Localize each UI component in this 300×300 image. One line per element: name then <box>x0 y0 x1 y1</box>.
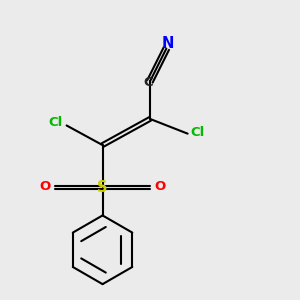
Text: N: N <box>162 36 174 51</box>
Text: C: C <box>144 76 153 89</box>
Text: O: O <box>155 181 166 194</box>
Text: Cl: Cl <box>48 116 62 129</box>
Text: S: S <box>97 180 108 195</box>
Text: Cl: Cl <box>190 125 205 139</box>
Text: O: O <box>39 181 50 194</box>
